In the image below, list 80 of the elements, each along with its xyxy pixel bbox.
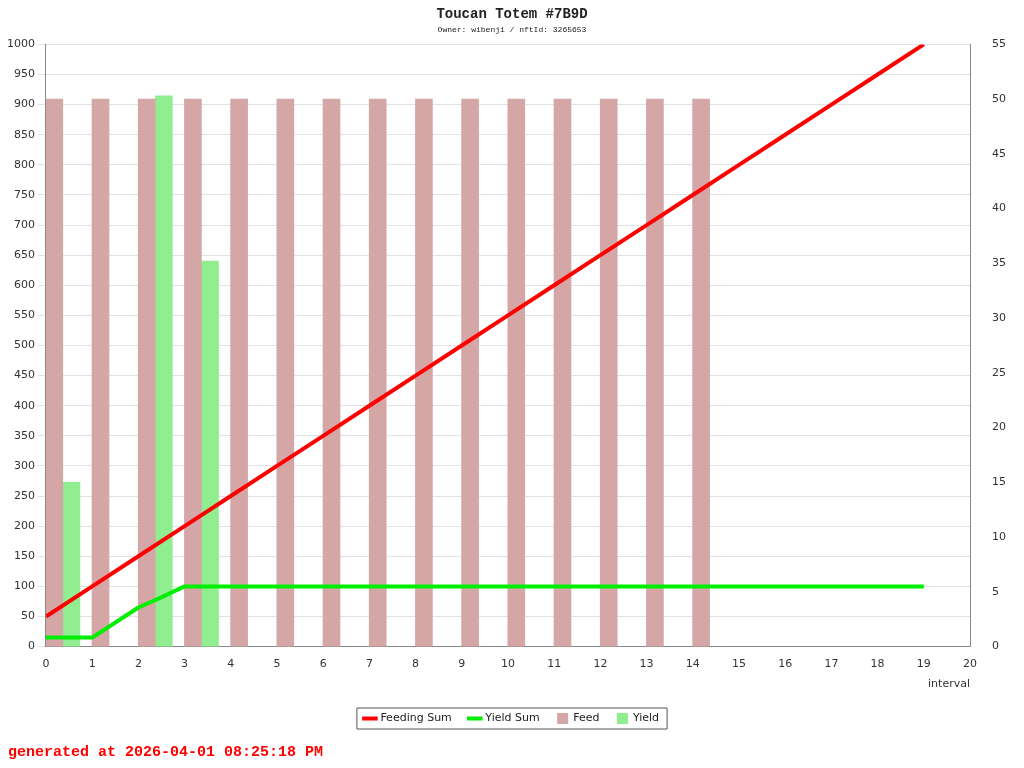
y-tick-label: 400 bbox=[13, 398, 35, 412]
x-tick-label: 9 bbox=[458, 657, 466, 671]
bar bbox=[415, 98, 433, 647]
bar bbox=[599, 98, 618, 647]
x-tick-label: 0 bbox=[42, 657, 50, 671]
y2-tick-label: 35 bbox=[992, 256, 1006, 270]
bar bbox=[461, 98, 479, 647]
bar bbox=[507, 98, 526, 647]
y2-tick-label: 50 bbox=[992, 92, 1006, 105]
x-tick-label: 14 bbox=[685, 657, 700, 671]
bar bbox=[322, 98, 341, 647]
y-tick-label: 150 bbox=[13, 549, 35, 563]
bar bbox=[154, 95, 173, 647]
y-tick-label: 550 bbox=[13, 308, 35, 322]
y-tick-label: 700 bbox=[13, 217, 35, 231]
y-tick-label: 500 bbox=[13, 338, 35, 352]
x-tick-label: 3 bbox=[181, 657, 189, 671]
bar bbox=[45, 98, 64, 647]
x-axis-title: interval bbox=[928, 677, 970, 691]
y2-tick-label: 5 bbox=[992, 584, 999, 598]
bar bbox=[553, 98, 572, 647]
y2-tick-label: 55 bbox=[992, 37, 1006, 51]
bar bbox=[201, 260, 219, 647]
x-tick-label: 2 bbox=[134, 657, 142, 671]
bar bbox=[692, 98, 710, 647]
y-tick-label: 600 bbox=[13, 278, 35, 292]
legend-label: Feed bbox=[573, 711, 600, 725]
bar bbox=[91, 98, 110, 647]
legend-label: Feeding Sum bbox=[380, 711, 452, 725]
legend-label: Yield bbox=[631, 711, 660, 725]
y-tick-label: 250 bbox=[13, 488, 35, 502]
x-tick-label: 5 bbox=[273, 657, 281, 671]
bar bbox=[276, 98, 295, 647]
y2-tick-label: 30 bbox=[992, 310, 1006, 324]
y-tick-label: 950 bbox=[13, 67, 35, 81]
y-tick-label: 0 bbox=[27, 639, 35, 653]
x-tick-label: 1 bbox=[88, 657, 96, 671]
x-tick-label: 8 bbox=[412, 657, 420, 671]
y2-tick-label: 25 bbox=[992, 365, 1006, 379]
bar bbox=[137, 98, 156, 647]
x-tick-label: 16 bbox=[778, 657, 793, 671]
x-tick-label: 20 bbox=[963, 657, 977, 671]
y-tick-label: 850 bbox=[13, 127, 35, 141]
x-tick-label: 15 bbox=[732, 657, 746, 671]
text: generated at 2026-04-01 08:25:18 PM bbox=[8, 744, 324, 761]
x-tick-label: 19 bbox=[916, 657, 931, 671]
x-tick-label: 11 bbox=[547, 657, 562, 671]
x-tick-label: 7 bbox=[365, 657, 373, 671]
y2-tick-label: 10 bbox=[992, 529, 1006, 543]
y2-tick-label: 40 bbox=[992, 201, 1006, 215]
y2-tick-label: 15 bbox=[992, 475, 1006, 489]
y-tick-label: 900 bbox=[13, 97, 35, 111]
x-tick-label: 12 bbox=[593, 657, 608, 671]
bar bbox=[62, 482, 81, 647]
chart-subtitle: Owner: wibenji / nftId: 3265653 bbox=[437, 24, 587, 34]
x-tick-label: 10 bbox=[501, 657, 515, 671]
y-tick-label: 350 bbox=[13, 428, 35, 442]
y-tick-label: 300 bbox=[13, 458, 35, 472]
bar bbox=[368, 98, 387, 647]
y2-tick-label: 0 bbox=[992, 639, 999, 653]
y-tick-label: 50 bbox=[20, 609, 35, 623]
x-tick-label: 4 bbox=[227, 657, 235, 671]
y-tick-label: 100 bbox=[13, 579, 35, 593]
y-tick-label: 1000 bbox=[6, 37, 35, 51]
x-tick-label: 18 bbox=[870, 657, 885, 671]
bar bbox=[646, 98, 664, 647]
x-tick-label: 17 bbox=[824, 657, 839, 671]
y-tick-label: 750 bbox=[13, 187, 35, 201]
y2-tick-label: 20 bbox=[992, 420, 1006, 434]
chart-title: Toucan Totem #7B9D bbox=[436, 5, 588, 22]
bar bbox=[184, 98, 202, 647]
y-tick-label: 200 bbox=[13, 519, 35, 533]
y2-tick-label: 45 bbox=[992, 146, 1006, 160]
y-tick-label: 800 bbox=[13, 157, 35, 171]
legend-label: Yield Sum bbox=[484, 711, 540, 725]
bar bbox=[230, 98, 248, 647]
y-tick-label: 650 bbox=[13, 248, 35, 262]
x-tick-label: 13 bbox=[639, 657, 654, 671]
y-tick-label: 450 bbox=[13, 368, 35, 382]
x-tick-label: 6 bbox=[319, 657, 327, 671]
